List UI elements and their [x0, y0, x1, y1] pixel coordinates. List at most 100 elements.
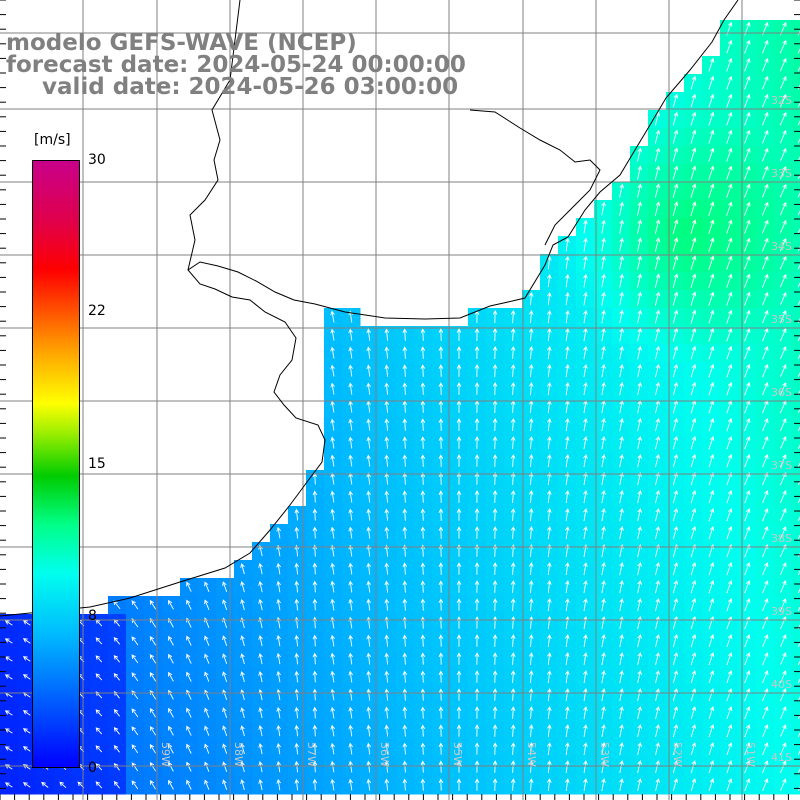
- wind-arrow: [294, 634, 300, 647]
- wind-arrow: [420, 490, 426, 503]
- wind-arrow: [601, 724, 606, 738]
- wind-arrow: [672, 670, 679, 684]
- wind-arrow: [420, 328, 426, 341]
- wind-arrow: [240, 743, 245, 755]
- wind-arrow: [113, 744, 120, 753]
- wind-arrow: [637, 255, 643, 270]
- wind-arrow: [779, 742, 787, 756]
- wind-arrow: [492, 364, 498, 378]
- wind-arrow: [708, 526, 715, 540]
- wind-arrow: [492, 490, 498, 503]
- wind-arrow: [708, 111, 715, 126]
- wind-arrow: [312, 634, 318, 647]
- wind-arrow: [149, 636, 157, 646]
- wind-arrow: [312, 760, 318, 773]
- wind-arrow: [204, 581, 210, 592]
- wind-arrow: [619, 760, 624, 774]
- wind-arrow: [761, 219, 769, 234]
- wind-arrow: [726, 255, 733, 270]
- wind-arrow: [762, 472, 769, 486]
- wind-arrow: [637, 561, 642, 576]
- wind-arrow: [779, 183, 787, 198]
- wind-arrow: [726, 778, 733, 792]
- wind-arrow: [330, 598, 335, 611]
- wind-arrow: [708, 778, 715, 792]
- wind-arrow: [276, 706, 281, 719]
- wind-arrow: [528, 436, 534, 450]
- wind-arrow: [779, 670, 787, 684]
- wind-arrow: [204, 599, 210, 610]
- wind-arrow: [744, 201, 751, 216]
- wind-arrow: [149, 599, 157, 610]
- wind-arrow: [726, 183, 733, 198]
- wind-cell: [792, 74, 800, 93]
- wind-arrow: [528, 670, 534, 683]
- wind-cell: [792, 92, 800, 111]
- wind-arrow: [601, 219, 606, 234]
- wind-arrow: [619, 561, 624, 576]
- wind-arrow: [779, 273, 787, 288]
- wind-arrow: [619, 291, 624, 306]
- wind-arrow: [547, 652, 552, 665]
- wind-arrow: [420, 472, 426, 485]
- wind-arrow: [583, 580, 588, 594]
- wind-arrow: [474, 364, 480, 378]
- wind-arrow: [294, 706, 300, 719]
- wind-arrow: [402, 652, 408, 665]
- wind-arrow: [672, 724, 679, 738]
- wind-arrow: [456, 706, 462, 719]
- wind-arrow: [420, 418, 426, 431]
- wind-arrow: [654, 219, 661, 234]
- wind-arrow: [637, 147, 643, 162]
- wind-arrow: [797, 174, 800, 180]
- wind-arrow: [726, 688, 733, 702]
- wind-arrow: [528, 688, 534, 701]
- wind-arrow: [654, 129, 661, 144]
- wind-arrow: [438, 418, 444, 431]
- wind-arrow: [744, 255, 751, 270]
- wind-cell: [792, 344, 800, 363]
- wind-arrow: [583, 237, 588, 252]
- wind-arrow: [654, 363, 661, 378]
- wind-arrow: [583, 435, 588, 450]
- wind-arrow: [528, 291, 534, 306]
- wind-arrow: [384, 346, 390, 359]
- lat-label: 35S: [771, 313, 792, 326]
- wind-arrow: [601, 778, 606, 791]
- wind-arrow: [708, 634, 715, 648]
- wind-cell: [792, 308, 800, 327]
- wind-arrow: [779, 472, 787, 486]
- wind-arrow: [637, 237, 643, 252]
- wind-arrow: [330, 454, 335, 467]
- wind-cell: [792, 758, 800, 777]
- wind-arrow: [384, 724, 390, 737]
- wind-arrow: [654, 508, 661, 522]
- wind-arrow: [366, 328, 371, 341]
- wind-arrow: [168, 743, 174, 754]
- wind-arrow: [258, 580, 263, 593]
- wind-arrow: [744, 183, 751, 198]
- wind-arrow: [438, 670, 444, 683]
- wind-arrow: [601, 237, 606, 252]
- wind-arrow: [547, 670, 552, 683]
- wind-arrow: [619, 489, 624, 504]
- wind-arrow: [619, 381, 624, 396]
- wind-arrow: [583, 670, 588, 684]
- wind-arrow: [690, 345, 697, 360]
- wind-arrow: [779, 327, 787, 342]
- wind-arrow: [672, 345, 679, 360]
- wind-arrow: [240, 653, 245, 665]
- wind-arrow: [797, 534, 800, 540]
- wind-arrow: [672, 381, 679, 396]
- wind-arrow: [779, 382, 787, 396]
- wind-arrow: [762, 688, 769, 702]
- wind-cell: [792, 434, 800, 453]
- wind-arrow: [797, 732, 800, 738]
- wind-arrow: [131, 636, 139, 646]
- wind-arrow: [601, 688, 606, 702]
- wind-arrow: [41, 781, 49, 788]
- wind-arrow: [708, 724, 715, 738]
- wind-arrow: [779, 454, 787, 468]
- wind-arrow: [690, 255, 697, 270]
- wind-arrow: [761, 129, 769, 144]
